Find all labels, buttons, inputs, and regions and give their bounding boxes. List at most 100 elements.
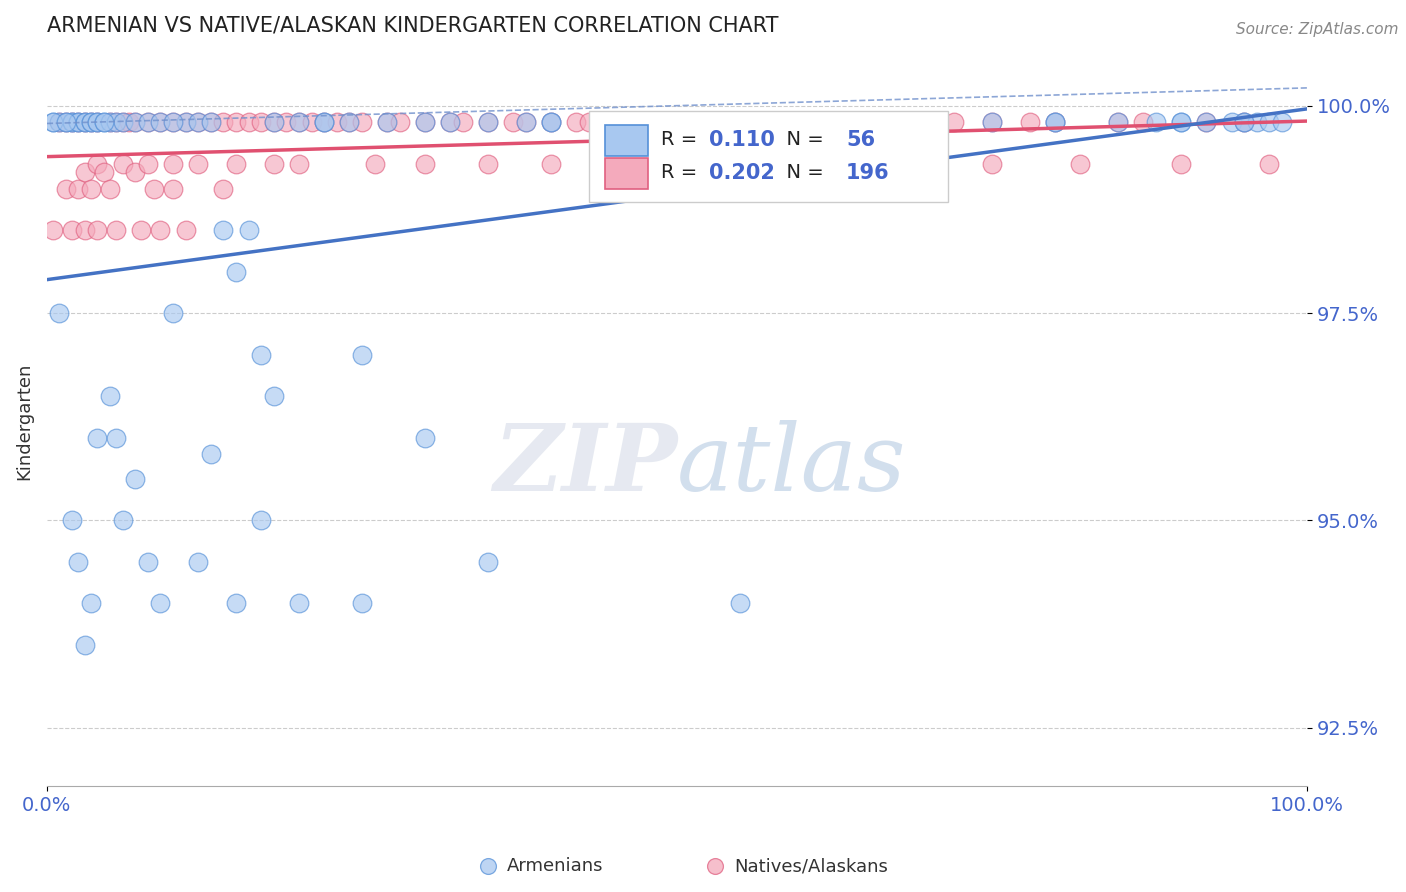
Point [212,182,235,196]
FancyBboxPatch shape [605,158,648,189]
Point [225,115,247,129]
Point [288,115,311,129]
Point [136,115,159,129]
Point [124,472,146,486]
Text: N =: N = [775,130,830,150]
Point [187,115,209,129]
Point [86,223,108,237]
Point [477,115,499,129]
Point [187,555,209,569]
Point [98,115,121,129]
Point [105,115,128,129]
Point [1233,115,1256,129]
Point [162,115,184,129]
Point [1233,115,1256,129]
Point [1195,115,1218,129]
Point [67,555,90,569]
Point [225,265,247,279]
Point [212,223,235,237]
Point [98,115,121,129]
Point [111,157,134,171]
Point [124,115,146,129]
Point [225,596,247,610]
Point [1170,115,1192,129]
Point [162,306,184,320]
Point [754,115,776,129]
Point [60,115,83,129]
Text: N =: N = [775,163,830,182]
Point [225,157,247,171]
Point [728,596,751,610]
Point [42,115,65,129]
Point [855,157,877,171]
Point [666,115,689,129]
Point [93,115,115,129]
Point [250,348,273,362]
Point [1019,115,1042,129]
Point [578,115,600,129]
Point [666,115,689,129]
Point [136,115,159,129]
Point [981,115,1004,129]
Point [1144,115,1167,129]
Point [375,115,398,129]
Point [1043,115,1066,129]
Point [93,115,115,129]
Point [60,513,83,527]
FancyBboxPatch shape [589,111,948,202]
Point [212,115,235,129]
Point [131,223,153,237]
Point [350,348,373,362]
Point [174,115,197,129]
Text: R =: R = [661,163,703,182]
Point [477,157,499,171]
Point [48,115,70,129]
Point [413,115,436,129]
Text: Armenians: Armenians [508,857,603,875]
Point [55,115,77,129]
Point [350,115,373,129]
Point [60,223,83,237]
Point [67,115,90,129]
Point [200,115,222,129]
Point [413,157,436,171]
Point [1195,115,1218,129]
Point [67,115,90,129]
Point [105,223,128,237]
Point [149,115,172,129]
Point [603,115,626,129]
Point [388,115,411,129]
Point [174,223,197,237]
Point [42,223,65,237]
Point [93,165,115,179]
Point [86,157,108,171]
FancyBboxPatch shape [605,126,648,156]
Point [111,115,134,129]
Point [363,157,385,171]
Point [80,115,103,129]
Point [918,115,941,129]
Point [136,157,159,171]
Point [200,447,222,461]
Point [42,115,65,129]
Text: 196: 196 [846,162,890,183]
Point [413,430,436,444]
Point [162,182,184,196]
Point [86,115,108,129]
Point [918,115,941,129]
Point [80,596,103,610]
Point [792,157,814,171]
Point [981,115,1004,129]
Text: 0.110: 0.110 [709,130,775,150]
Point [326,115,349,129]
Point [118,115,141,129]
Point [540,115,562,129]
Point [666,115,689,129]
Point [1170,157,1192,171]
Point [451,115,474,129]
Point [565,115,588,129]
Point [603,115,626,129]
Y-axis label: Kindergarten: Kindergarten [15,362,32,480]
Point [1043,115,1066,129]
Point [477,115,499,129]
